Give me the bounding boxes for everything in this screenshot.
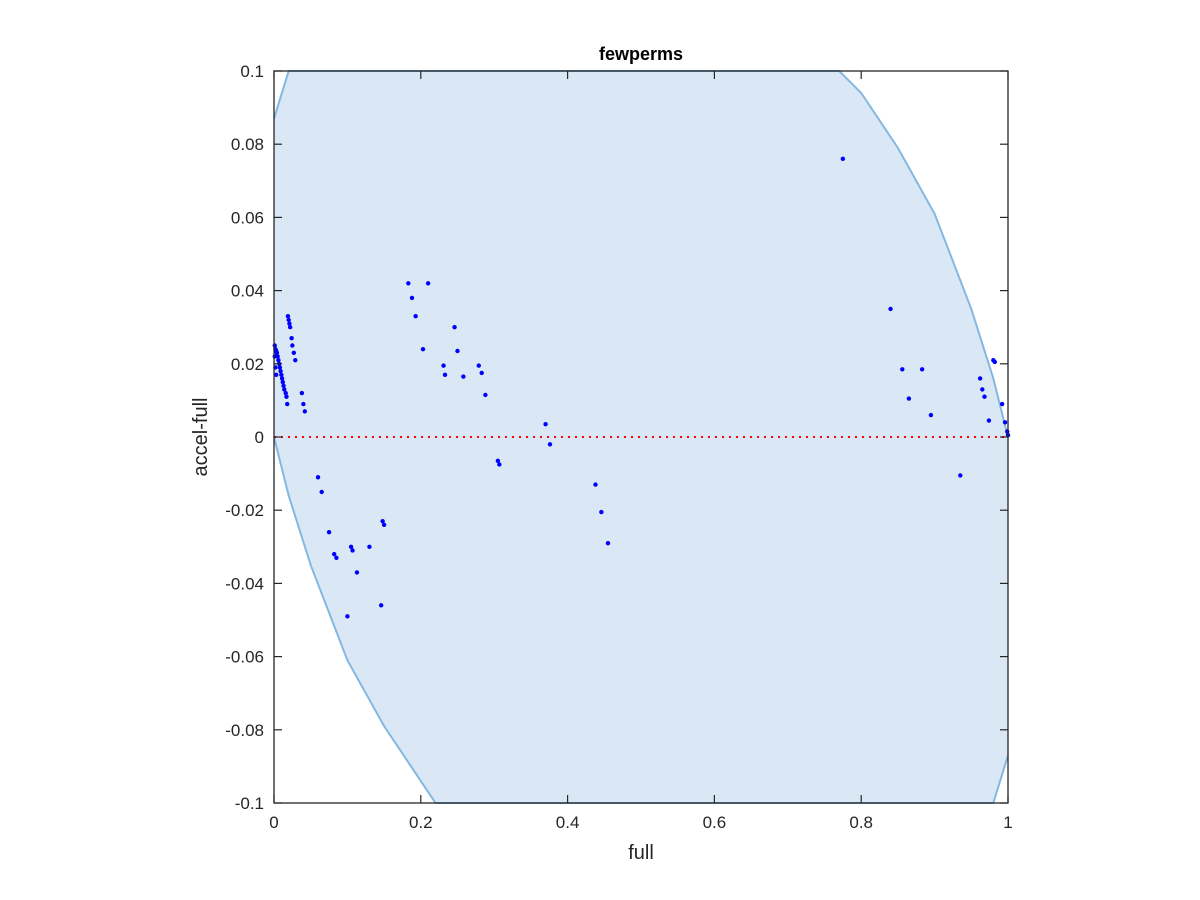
y-tick-label: 0.08 xyxy=(231,135,264,154)
y-axis-label: accel-full xyxy=(190,398,212,477)
y-tick-label: -0.1 xyxy=(235,794,264,813)
data-point xyxy=(442,372,448,377)
data-point xyxy=(441,363,446,368)
data-point xyxy=(348,544,354,549)
data-point xyxy=(277,365,283,370)
data-point xyxy=(334,555,339,560)
x-tick-label: 0.8 xyxy=(849,813,873,832)
data-point xyxy=(282,387,287,392)
data-point xyxy=(291,350,297,356)
data-point xyxy=(274,350,280,356)
x-axis-label: full xyxy=(628,842,654,864)
data-point xyxy=(409,295,415,301)
data-point xyxy=(301,401,306,407)
y-tick-label: 0.1 xyxy=(240,62,264,81)
data-point xyxy=(986,418,992,423)
data-point xyxy=(543,421,548,427)
data-point xyxy=(888,306,893,312)
data-point xyxy=(599,509,604,515)
data-point xyxy=(497,462,502,467)
x-tick-label: 0 xyxy=(269,813,278,832)
data-point xyxy=(381,522,387,528)
data-point xyxy=(593,482,598,487)
data-point xyxy=(413,314,418,319)
y-tick-label: -0.06 xyxy=(225,648,264,667)
x-tick-label: 0.6 xyxy=(703,813,727,832)
data-point xyxy=(425,281,431,286)
data-point xyxy=(274,372,279,377)
data-point xyxy=(286,317,291,323)
data-point xyxy=(455,348,460,354)
x-tick-label: 0.2 xyxy=(409,813,433,832)
data-point xyxy=(284,394,289,399)
data-point xyxy=(928,412,934,418)
y-tick-label: 0.02 xyxy=(231,355,264,374)
data-point xyxy=(285,401,290,407)
data-point xyxy=(906,396,912,401)
data-point xyxy=(380,518,385,524)
y-tick-label: 0 xyxy=(255,428,264,447)
y-axis-ticks: -0.1 -0.08 -0.06 -0.04 -0.02 0 0.02 0.04 0.06 0.0… xyxy=(225,62,1008,813)
data-point xyxy=(547,442,553,447)
data-point xyxy=(605,540,611,546)
data-point xyxy=(900,367,905,372)
data-point xyxy=(1005,429,1010,434)
chart-title: fewperms xyxy=(599,44,683,64)
data-point xyxy=(293,357,298,363)
data-point xyxy=(461,374,466,379)
data-point xyxy=(299,390,305,396)
data-point xyxy=(1002,420,1008,425)
data-point xyxy=(289,335,294,341)
data-point xyxy=(285,314,291,319)
y-tick-label: 0.04 xyxy=(231,282,264,301)
data-point xyxy=(980,387,985,392)
data-point xyxy=(992,359,997,365)
plot-area: 0 0.2 0.4 0.6 0.8 1 -0.1 -0.08 -0.06 -0.04 -0.02 0… xyxy=(225,62,1012,832)
data-point xyxy=(479,370,484,376)
data-point xyxy=(350,548,355,553)
data-point xyxy=(999,401,1005,407)
data-point xyxy=(452,325,457,330)
data-point xyxy=(977,376,983,381)
data-point xyxy=(982,394,987,399)
data-point xyxy=(287,325,293,330)
y-tick-label: -0.04 xyxy=(225,574,264,593)
data-point xyxy=(276,357,281,363)
data-point xyxy=(278,368,283,374)
data-point xyxy=(919,367,925,372)
x-tick-label: 0.4 xyxy=(556,813,580,832)
data-point xyxy=(281,383,286,388)
x-tick-label: 1 xyxy=(1003,813,1012,832)
data-point xyxy=(483,392,488,398)
data-point xyxy=(495,458,501,463)
data-point xyxy=(272,343,277,348)
data-point xyxy=(354,570,360,575)
data-point xyxy=(420,346,426,352)
y-tick-label: -0.02 xyxy=(225,501,264,520)
data-point xyxy=(958,473,963,478)
data-point xyxy=(283,390,288,396)
data-point xyxy=(326,529,332,535)
data-point xyxy=(315,475,321,480)
data-point xyxy=(378,603,384,608)
data-point xyxy=(280,379,286,385)
y-tick-label: -0.08 xyxy=(225,721,264,740)
data-point xyxy=(331,551,337,557)
data-point xyxy=(840,156,846,162)
data-point xyxy=(319,489,324,495)
shaded-region xyxy=(274,71,1008,803)
data-point xyxy=(287,321,292,326)
data-point xyxy=(302,409,308,414)
data-point xyxy=(476,363,481,368)
data-point xyxy=(272,354,277,359)
data-point xyxy=(367,544,372,549)
data-point xyxy=(406,281,411,286)
data-point xyxy=(279,376,285,381)
data-point xyxy=(345,614,350,619)
x-axis-ticks: 0 0.2 0.4 0.6 0.8 1 xyxy=(269,71,1013,832)
data-point xyxy=(290,343,295,348)
y-tick-label: 0.06 xyxy=(231,208,264,227)
data-point xyxy=(279,372,284,377)
